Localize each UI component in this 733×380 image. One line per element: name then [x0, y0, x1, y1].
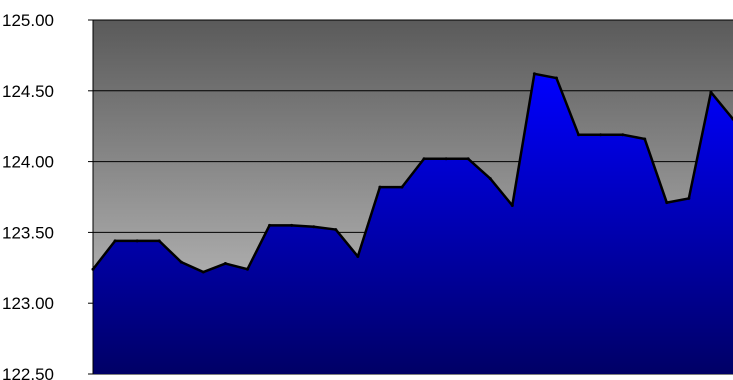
data-point-6: [223, 262, 227, 266]
data-point-17: [466, 157, 470, 161]
data-point-24: [621, 133, 625, 137]
data-point-28: [709, 90, 713, 94]
data-point-19: [510, 204, 514, 207]
series-area: [93, 73, 733, 374]
data-point-8: [268, 223, 272, 227]
data-point-16: [444, 157, 448, 161]
data-point-18: [488, 177, 492, 181]
data-point-7: [245, 267, 249, 271]
data-point-3: [157, 239, 161, 243]
series-line: [92, 72, 733, 274]
data-point-9: [290, 223, 294, 227]
data-point-4: [179, 260, 183, 264]
data-point-21: [554, 76, 558, 80]
y-tick-label: 123.00: [2, 294, 54, 313]
data-point-20: [532, 72, 536, 76]
data-point-27: [687, 196, 691, 200]
data-point-10: [312, 225, 316, 229]
data-point-2: [135, 239, 139, 243]
y-tick-label: 124.50: [2, 82, 54, 101]
data-point-13: [378, 185, 382, 189]
data-point-23: [599, 133, 603, 137]
data-point-1: [113, 239, 117, 243]
y-tick-label: 125.00: [2, 11, 54, 30]
y-tick-label: 122.50: [2, 365, 54, 380]
y-tick-label: 124.00: [2, 153, 54, 172]
data-point-22: [577, 133, 581, 137]
data-point-25: [643, 137, 647, 141]
y-axis-ticks: 125.00 124.50 124.00 123.50 123.00 122.50: [2, 11, 93, 380]
data-point-5: [201, 270, 205, 274]
data-point-26: [665, 201, 669, 205]
data-point-15: [422, 157, 426, 161]
data-point-0: [91, 267, 95, 271]
data-point-14: [400, 185, 404, 189]
data-point-12: [356, 254, 360, 258]
y-tick-label: 123.50: [2, 223, 54, 242]
data-point-11: [334, 228, 338, 232]
